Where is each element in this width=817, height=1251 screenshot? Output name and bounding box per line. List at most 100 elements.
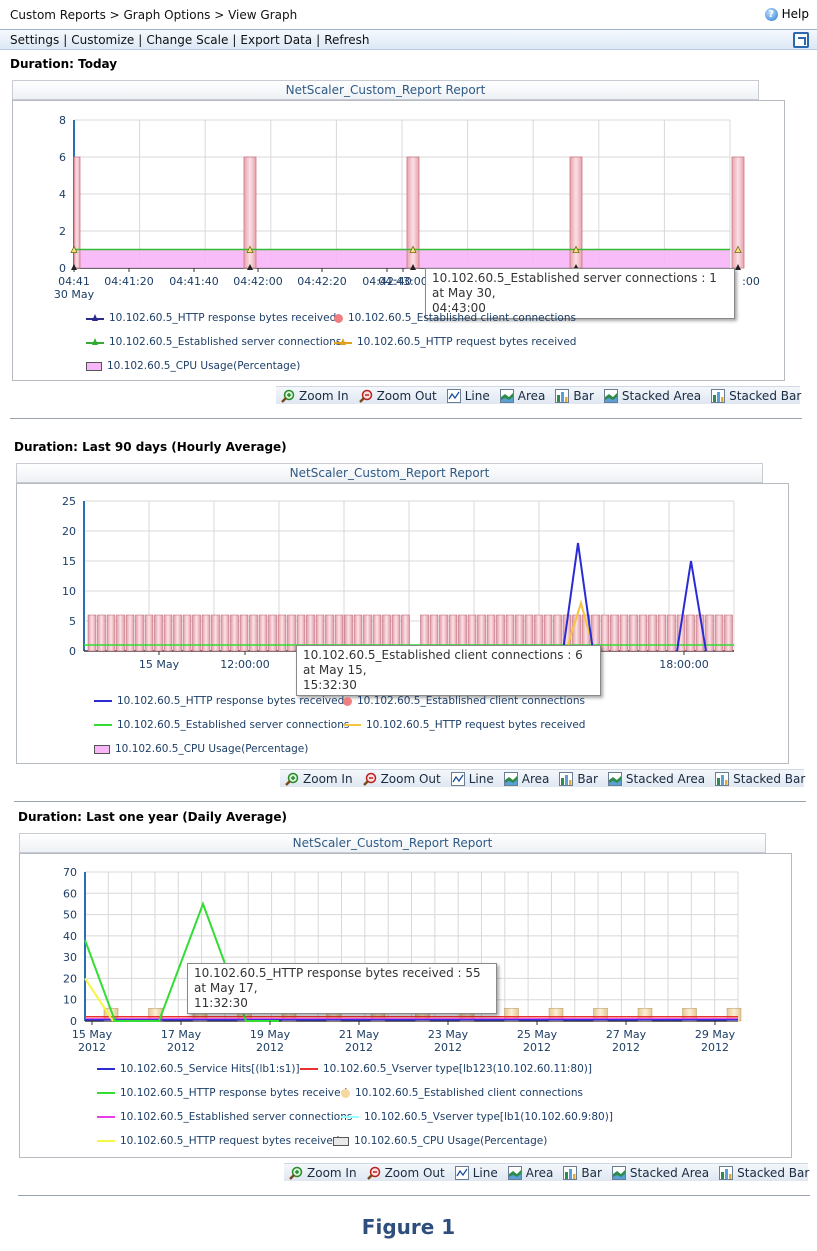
stacked-bar-button[interactable]: Stacked Bar	[711, 388, 801, 403]
y-tick-label: 6	[59, 151, 66, 164]
menu-change-scale[interactable]: Change Scale	[146, 33, 229, 47]
stacked-area-button[interactable]: Stacked Area	[607, 771, 705, 786]
menu-customize[interactable]: Customize	[71, 33, 135, 47]
figure-caption: Figure 1	[361, 1215, 456, 1239]
duration-label-90days: Duration: Last 90 days (Hourly Average)	[14, 440, 287, 454]
zoom-out-button[interactable]: Zoom Out	[366, 1166, 445, 1180]
legend-label: 10.102.60.5_Established server connectio…	[109, 336, 342, 348]
toolbar-button-label: Bar	[577, 771, 598, 786]
menu-refresh[interactable]: Refresh	[324, 33, 370, 47]
zoom-in-button[interactable]: Zoom In	[289, 1166, 357, 1180]
client-connections-bar	[97, 614, 106, 652]
legend-item: 10.102.60.5_Established server connectio…	[94, 719, 349, 731]
y-tick-label: 10	[62, 585, 76, 598]
menu-export-data[interactable]: Export Data	[240, 33, 313, 47]
legend-label: 10.102.60.5_HTTP response bytes received	[117, 695, 345, 707]
legend-marker-icon	[97, 1092, 115, 1094]
bar-button[interactable]: Bar	[563, 1165, 602, 1180]
legend-label: 10.102.60.5_HTTP response bytes received	[120, 1087, 348, 1099]
stacked-area-icon	[603, 388, 618, 403]
client-connections-bar	[182, 614, 192, 652]
legend-label: 10.102.60.5_CPU Usage(Percentage)	[115, 743, 309, 755]
toolbar-button-label: Stacked Bar	[737, 1165, 810, 1180]
x-tick-label: 04:43:00	[378, 275, 427, 288]
server-connections-point	[734, 245, 742, 253]
legend-marker-icon	[333, 1136, 349, 1146]
x-tick-label: 27 May	[606, 1028, 647, 1041]
tooltip-line2: 04:43:00	[432, 301, 486, 315]
area-button[interactable]: Area	[503, 771, 549, 786]
toolbar-button-label: Area	[525, 1165, 554, 1180]
stacked-area-icon	[607, 771, 622, 786]
line-icon	[446, 388, 461, 403]
breadcrumb: Custom Reports > Graph Options > View Gr…	[10, 8, 298, 22]
popout-icon[interactable]	[793, 32, 809, 48]
y-tick-label: 60	[63, 887, 77, 900]
client-connections-bar	[726, 1007, 742, 1022]
request-bytes-line	[84, 977, 114, 1022]
bar-button[interactable]: Bar	[555, 388, 594, 403]
x-tick-label: 04:41:40	[169, 275, 218, 288]
client-connections-bar	[504, 1007, 519, 1022]
x-tick-sublabel: 2012	[701, 1041, 729, 1054]
tooltip-line2: 15:32:30	[303, 678, 357, 692]
area-button[interactable]: Area	[499, 388, 545, 403]
request-bytes-line	[565, 599, 595, 652]
client-connections-bar	[548, 1007, 564, 1022]
chart-title-90days: NetScaler_Custom_Report Report	[16, 463, 763, 483]
legend-marker-icon	[94, 744, 110, 754]
stacked-area-button[interactable]: Stacked Area	[603, 388, 701, 403]
stacked-area-button[interactable]: Stacked Area	[611, 1165, 709, 1180]
response-bytes-point	[735, 264, 741, 270]
zoom-out-icon	[362, 772, 377, 786]
menu-settings[interactable]: Settings	[10, 33, 60, 47]
legend-marker-icon	[334, 313, 343, 323]
legend-item: 10.102.60.5_HTTP request bytes received	[334, 336, 576, 348]
toolbar-button-label: Line	[464, 388, 490, 403]
legend-label: 10.102.60.5_Established client connectio…	[355, 1087, 583, 1099]
legend-label: 10.102.60.5_Vserver type[lb123(10.102.60…	[323, 1063, 592, 1075]
line-button[interactable]: Line	[446, 388, 490, 403]
line-button[interactable]: Line	[450, 771, 494, 786]
x-tick-label: 04:41	[58, 275, 90, 288]
tooltip-line1: 10.102.60.5_HTTP response bytes received…	[194, 966, 481, 995]
legend-item: 10.102.60.5_CPU Usage(Percentage)	[94, 743, 308, 755]
zoom-in-button[interactable]: Zoom In	[285, 772, 353, 786]
y-tick-label: 0	[69, 645, 76, 658]
client-connections-bar	[600, 614, 610, 652]
bar-icon	[559, 771, 574, 786]
toolbar-button-label: Zoom In	[307, 1165, 357, 1180]
line-button[interactable]: Line	[454, 1165, 498, 1180]
menu-bar	[0, 30, 817, 50]
chart-today: 0 2 4 6 8 04:41 04:41:20 04:41:40 04:42:00 04:42:…	[54, 114, 760, 301]
x-tick-sublabel: 2012	[78, 1041, 106, 1054]
legend-item: 10.102.60.5_CPU Usage(Percentage)	[86, 360, 300, 372]
y-tick-label: 8	[59, 114, 66, 127]
client-connections-bar	[593, 1007, 608, 1022]
client-connections-bar	[173, 614, 182, 652]
client-connections-bar	[249, 614, 258, 652]
zoom-in-button[interactable]: Zoom In	[281, 389, 349, 403]
chart-toolbar-year: Zoom In Zoom Out Line Area Bar Stacked Area St…	[284, 1163, 810, 1181]
tooltip-line1: 10.102.60.5_Established server connectio…	[432, 271, 717, 300]
legend-item: 10.102.60.5_Established client connectio…	[343, 695, 585, 707]
client-connections-bar	[610, 614, 619, 652]
zoom-out-button[interactable]: Zoom Out	[358, 389, 437, 403]
client-connections-bar	[638, 614, 648, 652]
stacked-bar-button[interactable]: Stacked Bar	[719, 1165, 810, 1180]
zoom-out-button[interactable]: Zoom Out	[362, 772, 441, 786]
server-connections-point	[70, 245, 78, 253]
y-tick-label: 20	[63, 972, 77, 985]
legend-label: 10.102.60.5_HTTP request bytes received	[357, 336, 577, 348]
y-tick-label: 70	[63, 866, 77, 879]
response-bytes-point	[410, 264, 416, 270]
x-tick-label: 12:00:00	[220, 658, 269, 671]
area-button[interactable]: Area	[507, 1165, 554, 1180]
server-connections-point	[409, 245, 417, 253]
stacked-bar-button[interactable]: Stacked Bar	[715, 771, 805, 786]
zoom-out-icon	[366, 1166, 381, 1180]
tooltip-today: 10.102.60.5_Established server connectio…	[425, 268, 735, 319]
help-link[interactable]: ? Help	[764, 7, 809, 21]
zoom-out-icon	[358, 389, 373, 403]
bar-button[interactable]: Bar	[559, 771, 598, 786]
